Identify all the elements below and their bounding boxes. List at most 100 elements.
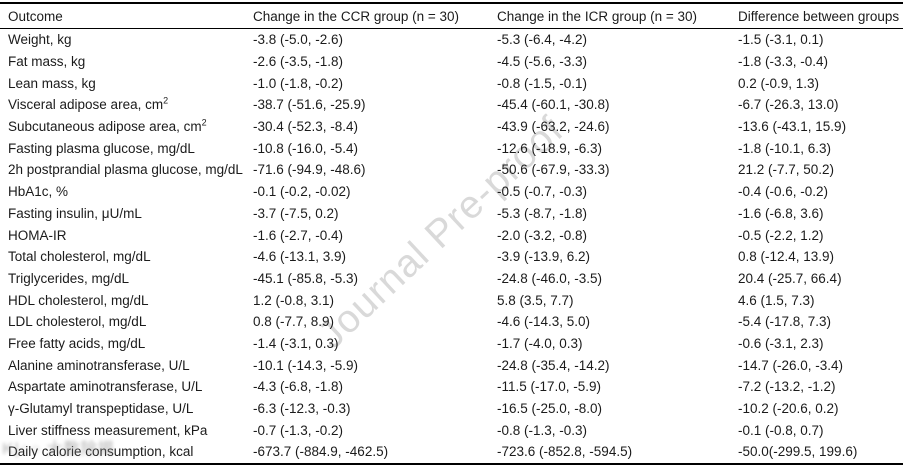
icr-change-cell: 5.8 (3.5, 7.7) bbox=[497, 292, 574, 308]
difference-cell: -7.2 (-13.2, -1.2) bbox=[738, 379, 836, 395]
ccr-change-cell: 1.2 (-0.8, 3.1) bbox=[253, 292, 335, 308]
table-row: Triglycerides, mg/dL -45.1 (-85.8, -5.3) -… bbox=[0, 268, 903, 290]
table-row: Liver stiffness measurement, kPa -0.7 (-1… bbox=[0, 419, 903, 441]
ccr-change-cell: -3.8 (-5.0, -2.6) bbox=[253, 32, 344, 48]
col-header-icr-group: Change in the ICR group (n = 30) bbox=[497, 3, 738, 29]
table-row: 2h postprandial plasma glucose, mg/dL -71… bbox=[0, 159, 903, 181]
difference-cell: -0.4 (-0.6, -0.2) bbox=[738, 184, 829, 200]
outcome-cell: γ-Glutamyl transpeptidase, U/L bbox=[8, 401, 194, 417]
icr-change-cell: -0.8 (-1.3, -0.3) bbox=[497, 422, 588, 438]
icr-change-cell: -0.8 (-1.5, -0.1) bbox=[497, 75, 588, 91]
outcome-cell: Visceral adipose area, cm2 bbox=[8, 95, 169, 113]
difference-cell: -0.5 (-2.2, 1.2) bbox=[738, 227, 824, 243]
icr-change-cell: -3.9 (-13.9, 6.2) bbox=[497, 249, 591, 265]
table-row: Fat mass, kg -2.6 (-3.5, -1.8) -4.5 (-5.6,… bbox=[0, 51, 903, 73]
difference-cell: -50.0(-299.5, 199.6) bbox=[738, 444, 858, 460]
ccr-change-cell: -1.0 (-1.8, -0.2) bbox=[253, 75, 344, 91]
difference-cell: -1.8 (-3.3, -0.4) bbox=[738, 54, 829, 70]
header-row: Outcome Change in the CCR group (n = 30)… bbox=[0, 3, 903, 29]
icr-change-cell: -45.4 (-60.1, -30.8) bbox=[497, 97, 610, 113]
icr-change-cell: -50.6 (-67.9, -33.3) bbox=[497, 162, 610, 178]
table-row: Subcutaneous adipose area, cm2 -30.4 (-52… bbox=[0, 116, 903, 138]
difference-cell: -10.2 (-20.6, 0.2) bbox=[738, 401, 839, 417]
ccr-change-cell: -71.6 (-94.9, -48.6) bbox=[253, 162, 366, 178]
difference-cell: 20.4 (-25.7, 66.4) bbox=[738, 270, 842, 286]
col-header-ccr-group: Change in the CCR group (n = 30) bbox=[253, 3, 497, 29]
outcome-cell: Aspartate aminotransferase, U/L bbox=[8, 379, 203, 395]
difference-cell: -5.4 (-17.8, 7.3) bbox=[738, 314, 832, 330]
watermark-logo: K|○○ 大数除揭 bbox=[2, 441, 115, 458]
outcome-cell: Fasting plasma glucose, mg/dL bbox=[8, 140, 195, 156]
icr-change-cell: -24.8 (-46.0, -3.5) bbox=[497, 270, 603, 286]
col-header-outcome: Outcome bbox=[0, 3, 253, 29]
outcome-cell: Free fatty acids, mg/dL bbox=[8, 335, 146, 351]
outcome-cell: Daily calorie consumption, kcal bbox=[8, 444, 194, 460]
table-row: HbA1c, % -0.1 (-0.2, -0.02) -0.5 (-0.7, -0… bbox=[0, 181, 903, 203]
difference-cell: -1.5 (-3.1, 0.1) bbox=[738, 32, 824, 48]
table-row: Total cholesterol, mg/dL -4.6 (-13.1, 3.9… bbox=[0, 246, 903, 268]
difference-cell: 4.6 (1.5, 7.3) bbox=[738, 292, 815, 308]
difference-cell: 21.2 (-7.7, 50.2) bbox=[738, 162, 835, 178]
ccr-change-cell: -6.3 (-12.3, -0.3) bbox=[253, 401, 351, 417]
difference-cell: -6.7 (-26.3, 13.0) bbox=[738, 97, 839, 113]
icr-change-cell: -2.0 (-3.2, -0.8) bbox=[497, 227, 588, 243]
outcome-cell: Lean mass, kg bbox=[8, 75, 96, 91]
ccr-change-cell: -1.4 (-3.1, 0.3) bbox=[253, 335, 339, 351]
icr-change-cell: -4.6 (-14.3, 5.0) bbox=[497, 314, 591, 330]
icr-change-cell: -4.5 (-5.6, -3.3) bbox=[497, 54, 588, 70]
outcome-cell: LDL cholesterol, mg/dL bbox=[8, 314, 147, 330]
table-row: Fasting plasma glucose, mg/dL -10.8 (-16.… bbox=[0, 137, 903, 159]
table-row: HOMA-IR -1.6 (-2.7, -0.4) -2.0 (-3.2, -0.8… bbox=[0, 224, 903, 246]
difference-cell: -13.6 (-43.1, 15.9) bbox=[738, 119, 847, 135]
table-body: Weight, kg -3.8 (-5.0, -2.6) -5.3 (-6.4, -… bbox=[0, 29, 903, 464]
ccr-change-cell: -1.6 (-2.7, -0.4) bbox=[253, 227, 344, 243]
unit-superscript: 2 bbox=[163, 95, 169, 106]
icr-change-cell: -11.5 (-17.0, -5.9) bbox=[497, 379, 602, 395]
outcome-cell: Total cholesterol, mg/dL bbox=[8, 249, 151, 265]
table-row: Fasting insulin, μU/mL -3.7 (-7.5, 0.2) -5… bbox=[0, 203, 903, 225]
icr-change-cell: -1.7 (-4.0, 0.3) bbox=[497, 335, 583, 351]
icr-change-cell: -43.9 (-63.2, -24.6) bbox=[497, 119, 610, 135]
table-row: Weight, kg -3.8 (-5.0, -2.6) -5.3 (-6.4, -… bbox=[0, 29, 903, 51]
difference-cell: -14.7 (-26.0, -3.4) bbox=[738, 357, 844, 373]
table-row: HDL cholesterol, mg/dL 1.2 (-0.8, 3.1) 5.8… bbox=[0, 289, 903, 311]
ccr-change-cell: -0.7 (-1.3, -0.2) bbox=[253, 422, 344, 438]
table-row: Visceral adipose area, cm2 -38.7 (-51.6, … bbox=[0, 94, 903, 116]
outcome-cell: HDL cholesterol, mg/dL bbox=[8, 292, 149, 308]
outcome-cell: Liver stiffness measurement, kPa bbox=[8, 422, 208, 438]
ccr-change-cell: -30.4 (-52.3, -8.4) bbox=[253, 119, 359, 135]
outcome-cell: Alanine aminotransferase, U/L bbox=[8, 357, 190, 373]
ccr-change-cell: -3.7 (-7.5, 0.2) bbox=[253, 205, 339, 221]
difference-cell: -0.1 (-0.8, 0.7) bbox=[738, 422, 824, 438]
difference-cell: -0.6 (-3.1, 2.3) bbox=[738, 335, 824, 351]
difference-cell: 0.2 (-0.9, 1.3) bbox=[738, 75, 820, 91]
outcome-cell: 2h postprandial plasma glucose, mg/dL bbox=[8, 162, 243, 178]
icr-change-cell: -5.3 (-6.4, -4.2) bbox=[497, 32, 588, 48]
table-row: Alanine aminotransferase, U/L -10.1 (-14.… bbox=[0, 354, 903, 376]
icr-change-cell: -12.6 (-18.9, -6.3) bbox=[497, 140, 603, 156]
col-header-difference: Difference between groups bbox=[738, 3, 903, 29]
table-row: Daily calorie consumption, kcal -673.7 (-… bbox=[0, 441, 903, 464]
difference-cell: -1.8 (-10.1, 6.3) bbox=[738, 140, 832, 156]
outcome-cell: Fasting insulin, μU/mL bbox=[8, 205, 142, 221]
outcome-cell: Triglycerides, mg/dL bbox=[8, 270, 130, 286]
ccr-change-cell: 0.8 (-7.7, 8.9) bbox=[253, 314, 335, 330]
table-row: LDL cholesterol, mg/dL 0.8 (-7.7, 8.9) -4.… bbox=[0, 311, 903, 333]
table-row: Lean mass, kg -1.0 (-1.8, -0.2) -0.8 (-1.5… bbox=[0, 72, 903, 94]
unit-superscript: 2 bbox=[201, 117, 207, 128]
table-row: γ-Glutamyl transpeptidase, U/L -6.3 (-12.… bbox=[0, 398, 903, 420]
outcome-cell: HOMA-IR bbox=[8, 227, 67, 243]
difference-cell: -1.6 (-6.8, 3.6) bbox=[738, 205, 824, 221]
icr-change-cell: -16.5 (-25.0, -8.0) bbox=[497, 401, 603, 417]
ccr-change-cell: -0.1 (-0.2, -0.02) bbox=[253, 184, 351, 200]
icr-change-cell: -5.3 (-8.7, -1.8) bbox=[497, 205, 588, 221]
outcome-cell: HbA1c, % bbox=[8, 184, 69, 200]
ccr-change-cell: -4.3 (-6.8, -1.8) bbox=[253, 379, 344, 395]
ccr-change-cell: -10.8 (-16.0, -5.4) bbox=[253, 140, 359, 156]
icr-change-cell: -723.6 (-852.8, -594.5) bbox=[497, 444, 633, 460]
ccr-change-cell: -4.6 (-13.1, 3.9) bbox=[253, 249, 347, 265]
icr-change-cell: -0.5 (-0.7, -0.3) bbox=[497, 184, 588, 200]
ccr-change-cell: -38.7 (-51.6, -25.9) bbox=[253, 97, 366, 113]
